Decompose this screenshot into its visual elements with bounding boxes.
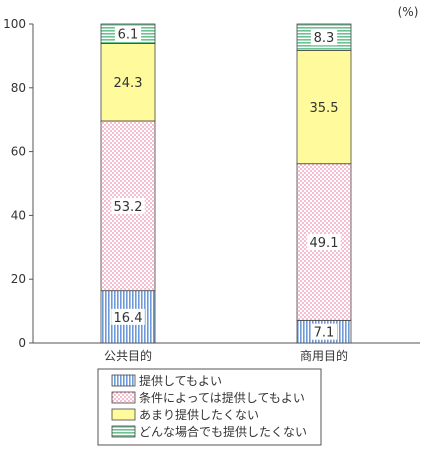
- legend-swatch: [111, 374, 136, 387]
- legend-label: あまり提供したくない: [139, 407, 259, 422]
- x-axis-labels: 公共目的 商用目的: [104, 348, 348, 363]
- legend-label: どんな場合でも提供したくない: [139, 424, 307, 439]
- y-tick-label: 80: [11, 81, 26, 95]
- bar-segment: [296, 23, 352, 51]
- y-tick-label: 60: [11, 145, 26, 159]
- legend-swatch: [111, 391, 136, 404]
- bar-value-label-bg: [307, 234, 341, 251]
- bar-value-label-bg: [307, 99, 341, 116]
- bar-value-label: 8.3: [314, 31, 335, 46]
- x-category-label: 公共目的: [104, 348, 152, 363]
- legend-items: 提供してもよい条件によっては提供してもよいあまり提供したくないどんな場合でも提供…: [111, 373, 307, 439]
- bar-value-label: 53.2: [114, 200, 143, 215]
- y-tick-label: 0: [18, 336, 26, 350]
- bar-value-label: 35.5: [310, 101, 339, 116]
- legend-swatch: [111, 425, 136, 438]
- y-axis-ticks: 0 20 40 60 80 100: [3, 17, 33, 350]
- y-tick-label: 20: [11, 272, 26, 286]
- legend-label: 提供してもよい: [139, 373, 222, 388]
- bar-value-label: 49.1: [310, 236, 339, 251]
- legend-swatch: [111, 408, 136, 421]
- legend-label: 条件によっては提供してもよい: [139, 390, 305, 405]
- bars-group: 16.4 53.2 24.3 6.1 7.1 49.1 35.5 8.3: [100, 23, 352, 344]
- bar-value-label-bg: [111, 197, 145, 214]
- bar-value-label-bg: [111, 74, 145, 91]
- bar-value-label: 24.3: [114, 76, 143, 91]
- y-axis-unit-label: (%): [398, 5, 419, 19]
- x-category-label: 商用目的: [300, 348, 348, 363]
- bar-value-label: 6.1: [118, 28, 139, 43]
- y-tick-label: 100: [3, 17, 26, 31]
- y-tick-label: 40: [11, 208, 26, 222]
- bar-value-label: 7.1: [314, 326, 335, 341]
- bar-value-label-bg: [310, 29, 338, 46]
- bar-value-label-bg: [310, 323, 338, 340]
- bar-value-label-bg: [114, 25, 142, 42]
- legend: 提供してもよい条件によっては提供してもよいあまり提供したくないどんな場合でも提供…: [97, 368, 322, 446]
- bar-value-label-bg: [111, 308, 145, 325]
- bar-value-label: 16.4: [114, 311, 143, 326]
